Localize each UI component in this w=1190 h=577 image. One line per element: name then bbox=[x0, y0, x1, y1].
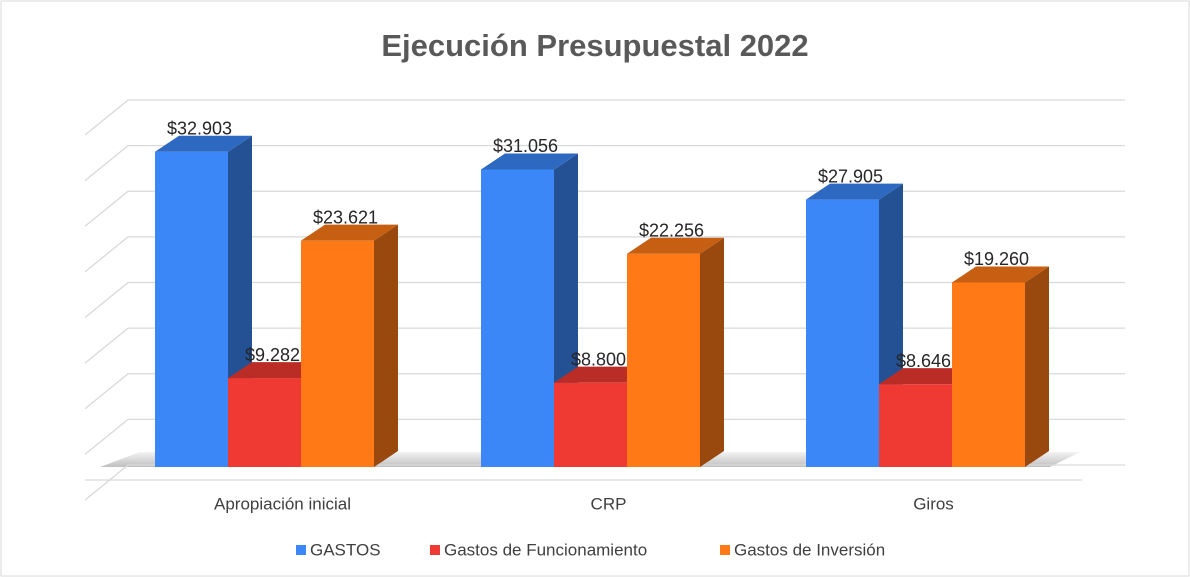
grid-line bbox=[84, 190, 1125, 227]
bar bbox=[228, 378, 301, 467]
legend-swatch bbox=[296, 545, 306, 555]
chart-title: Ejecución Presupuestal 2022 bbox=[381, 28, 808, 63]
bar bbox=[481, 169, 554, 467]
grid-line bbox=[84, 373, 1125, 410]
bar-top bbox=[806, 183, 903, 200]
x-tick-label: Giros bbox=[913, 494, 954, 513]
bar-top bbox=[155, 135, 252, 152]
grid-line bbox=[84, 418, 1125, 455]
legend-label: Gastos de Inversión bbox=[734, 540, 885, 559]
bar bbox=[155, 151, 228, 467]
data-label: $22.256 bbox=[639, 221, 704, 241]
legend-swatch bbox=[720, 545, 730, 555]
bar bbox=[554, 382, 627, 467]
bar bbox=[952, 282, 1025, 467]
data-label: $32.903 bbox=[167, 118, 232, 138]
bar-top bbox=[301, 224, 398, 241]
data-label: $19.260 bbox=[964, 249, 1029, 269]
bar-side bbox=[374, 224, 398, 467]
data-label: $8.646 bbox=[896, 351, 951, 371]
legend-label: GASTOS bbox=[310, 540, 381, 559]
bar-top bbox=[228, 362, 325, 379]
grid-line bbox=[84, 99, 1125, 136]
data-label: $23.621 bbox=[313, 207, 378, 227]
bar-top bbox=[554, 366, 651, 383]
bar-top bbox=[481, 153, 578, 170]
bar bbox=[879, 384, 952, 467]
bar bbox=[627, 253, 700, 467]
bar-top bbox=[627, 237, 724, 254]
x-tick-label: Apropiación inicial bbox=[214, 494, 351, 513]
grid-line bbox=[84, 281, 1125, 319]
legend-label: Gastos de Funcionamiento bbox=[444, 540, 647, 559]
bar bbox=[806, 199, 879, 467]
grid-line bbox=[84, 464, 1125, 501]
bar-top bbox=[879, 368, 976, 385]
data-label: $31.056 bbox=[493, 136, 558, 156]
data-label: $27.905 bbox=[818, 166, 883, 186]
legend-swatch bbox=[430, 545, 440, 555]
bar bbox=[301, 240, 374, 467]
bar-side bbox=[1025, 266, 1049, 467]
data-label: $9.282 bbox=[245, 345, 300, 365]
grid-line bbox=[84, 236, 1125, 273]
x-tick-label: CRP bbox=[591, 494, 627, 513]
bar-side bbox=[700, 237, 724, 467]
grid-line bbox=[84, 327, 1125, 364]
data-label: $8.800 bbox=[571, 349, 626, 369]
bar-top bbox=[952, 266, 1049, 283]
grid-line bbox=[84, 144, 1125, 182]
